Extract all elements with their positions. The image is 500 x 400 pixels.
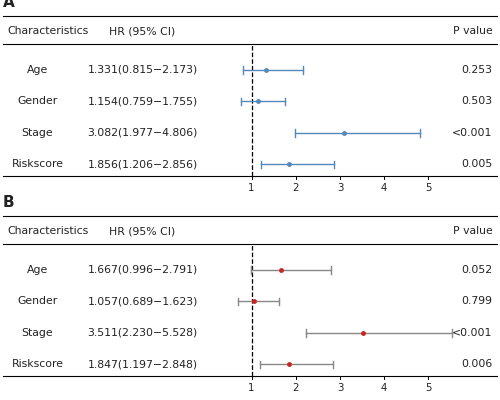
Text: 3.511(2.230−5.528): 3.511(2.230−5.528) xyxy=(88,328,198,338)
Text: 0.052: 0.052 xyxy=(462,265,492,275)
Text: Gender: Gender xyxy=(18,96,58,106)
Text: A: A xyxy=(2,0,14,10)
Text: 3: 3 xyxy=(337,183,343,193)
Text: Age: Age xyxy=(27,265,48,275)
Text: <0.001: <0.001 xyxy=(452,128,492,138)
Text: 0.006: 0.006 xyxy=(461,359,492,369)
Text: HR (95% CI): HR (95% CI) xyxy=(110,226,176,236)
Text: 1: 1 xyxy=(248,183,254,193)
Text: P value: P value xyxy=(453,26,492,36)
Text: 0.253: 0.253 xyxy=(462,65,492,75)
Text: 5: 5 xyxy=(425,383,432,393)
Text: Characteristics: Characteristics xyxy=(8,26,89,36)
Text: Stage: Stage xyxy=(22,128,54,138)
Text: 3.082(1.977−4.806): 3.082(1.977−4.806) xyxy=(88,128,198,138)
Text: Gender: Gender xyxy=(18,296,58,306)
Text: 1.856(1.206−2.856): 1.856(1.206−2.856) xyxy=(88,159,198,169)
Text: Characteristics: Characteristics xyxy=(8,226,89,236)
Text: 1.847(1.197−2.848): 1.847(1.197−2.848) xyxy=(88,359,198,369)
Text: 1.154(0.759−1.755): 1.154(0.759−1.755) xyxy=(88,96,198,106)
Text: 1.331(0.815−2.173): 1.331(0.815−2.173) xyxy=(88,65,198,75)
Text: B: B xyxy=(2,195,14,210)
Text: 4: 4 xyxy=(381,383,388,393)
Text: 2: 2 xyxy=(292,383,299,393)
Text: 0.799: 0.799 xyxy=(462,296,492,306)
Text: Riskscore: Riskscore xyxy=(12,359,64,369)
Text: P value: P value xyxy=(453,226,492,236)
Text: Age: Age xyxy=(27,65,48,75)
Text: 0.005: 0.005 xyxy=(461,159,492,169)
Text: 3: 3 xyxy=(337,383,343,393)
Text: 2: 2 xyxy=(292,183,299,193)
Text: <0.001: <0.001 xyxy=(452,328,492,338)
Text: Riskscore: Riskscore xyxy=(12,159,64,169)
Text: 4: 4 xyxy=(381,183,388,193)
Text: HR (95% CI): HR (95% CI) xyxy=(110,26,176,36)
Text: 1: 1 xyxy=(248,383,254,393)
Text: Stage: Stage xyxy=(22,328,54,338)
Text: 1.057(0.689−1.623): 1.057(0.689−1.623) xyxy=(88,296,198,306)
Text: 0.503: 0.503 xyxy=(462,96,492,106)
Text: 5: 5 xyxy=(425,183,432,193)
Text: 1.667(0.996−2.791): 1.667(0.996−2.791) xyxy=(88,265,198,275)
